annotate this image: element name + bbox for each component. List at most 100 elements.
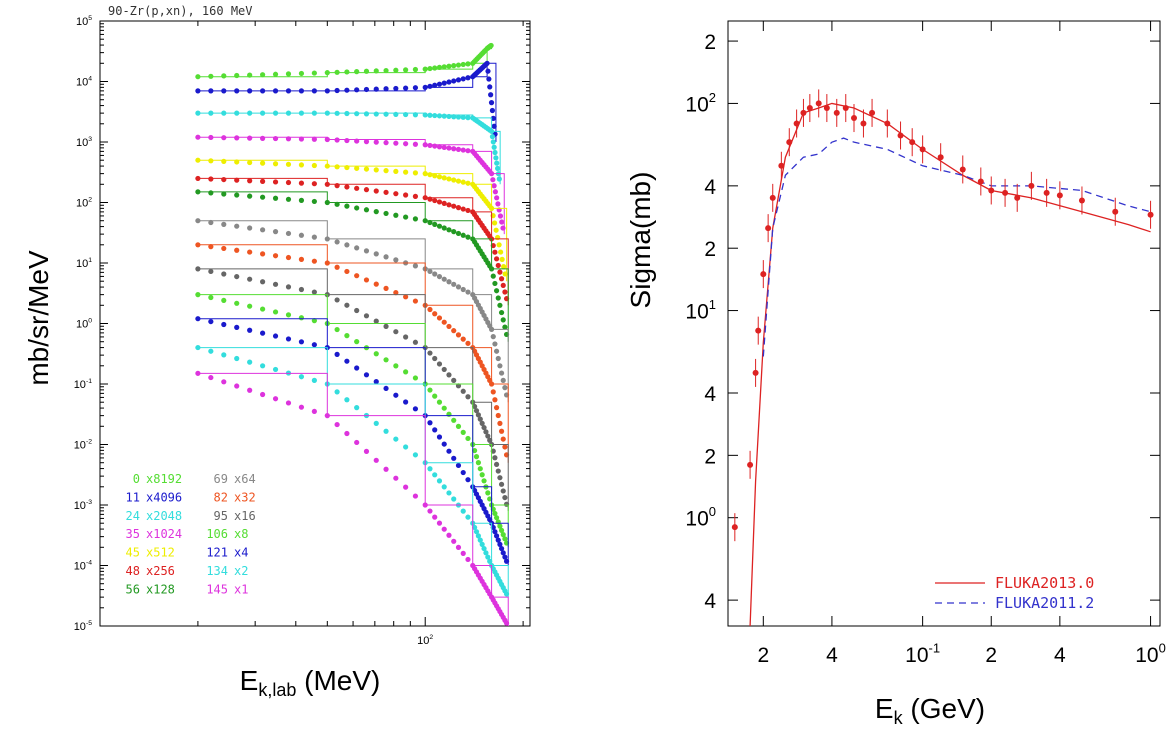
right-data-point [1056, 192, 1063, 199]
left-data-point [422, 218, 428, 224]
left-data-point [500, 436, 506, 442]
left-data-point [446, 63, 452, 69]
left-data-point [393, 191, 399, 197]
left-data-point [492, 280, 498, 287]
left-data-point [460, 179, 466, 185]
left-data-point [383, 285, 389, 291]
left-xlabel: Ek,lab (MeV) [240, 665, 381, 700]
right-xlabel-unit: (GeV) [903, 693, 985, 724]
left-data-point [208, 190, 214, 196]
left-data-point [502, 494, 508, 501]
left-xlabel-main: E [240, 665, 259, 696]
left-data-point [446, 227, 452, 233]
left-data-point [260, 110, 266, 116]
left-data-point [373, 167, 379, 173]
left-data-point [272, 333, 279, 339]
left-data-point [460, 206, 466, 212]
left-y-tick-label-exponent: 0 [88, 318, 92, 325]
left-data-point [485, 68, 491, 74]
left-data-point [488, 381, 495, 387]
legend-angle: 121 [206, 546, 228, 560]
left-data-point [344, 397, 350, 403]
right-data-point [1078, 197, 1085, 204]
right-y-tick-label: 2 [704, 238, 716, 261]
left-data-point [446, 372, 452, 378]
left-data-point [285, 336, 292, 342]
left-data-point [485, 433, 491, 439]
left-data-point [324, 88, 330, 94]
left-data-point [393, 168, 399, 174]
right-y-tick-label: 2 [704, 31, 716, 54]
left-data-point [354, 307, 360, 314]
legend-factor: x16 [234, 509, 256, 523]
left-data-point [502, 444, 508, 450]
left-data-point [354, 111, 360, 117]
left-data-point [334, 297, 340, 303]
right-data-point [842, 105, 849, 112]
left-data-point [412, 298, 419, 304]
left-data-point [491, 183, 497, 189]
left-data-point [334, 164, 340, 170]
left-data-point [393, 363, 399, 369]
left-data-point [234, 383, 240, 389]
left-data-point [427, 420, 433, 426]
left-data-point [495, 262, 501, 269]
left-panel: 90-Zr(p,xn), 160 MeV mb/sr/MeV Ek,lab (M… [23, 4, 531, 700]
left-data-point [498, 545, 505, 552]
left-data-point [451, 177, 457, 183]
left-data-point [298, 374, 305, 380]
left-data-point [455, 383, 462, 389]
left-data-point [446, 448, 452, 454]
left-data-point [460, 388, 466, 394]
left-data-point [403, 294, 409, 300]
left-histogram-9 [197, 268, 509, 511]
left-data-point [208, 134, 214, 141]
left-data-point [432, 355, 438, 362]
left-data-point [455, 77, 462, 83]
left-data-point [465, 477, 471, 483]
left-data-point [493, 348, 500, 354]
left-data-point [373, 68, 379, 74]
left-data-point [393, 140, 399, 146]
left-data-point [481, 424, 487, 431]
left-data-point [495, 201, 501, 207]
left-data-point [272, 161, 279, 167]
left-data-point [383, 323, 389, 329]
left-data-point [432, 393, 438, 399]
left-data-point [383, 210, 389, 217]
left-data-point [311, 258, 317, 264]
left-data-point [492, 510, 498, 517]
right-data-point [919, 146, 926, 153]
left-data-point [451, 229, 457, 235]
left-data-point [436, 361, 443, 367]
left-y-tick-label-exponent: -5 [86, 620, 92, 627]
right-x-tick-label-mantissa: 2 [985, 644, 997, 667]
left-data-point [427, 466, 433, 472]
left-data-point [451, 417, 457, 423]
left-data-point [272, 179, 279, 185]
left-data-point [247, 225, 253, 231]
left-data-point [477, 466, 483, 472]
left-data-point [221, 135, 227, 141]
legend-factor: x2048 [146, 509, 182, 523]
left-data-point [432, 311, 438, 317]
left-data-point [441, 484, 447, 490]
left-y-tick-label: 101 [76, 257, 92, 270]
left-data-point [436, 399, 443, 405]
left-data-point [490, 177, 496, 183]
legend-angle: 35 [126, 527, 140, 541]
left-data-point [373, 111, 379, 117]
left-data-point [311, 162, 317, 169]
left-data-point [488, 326, 495, 332]
left-data-point [481, 545, 487, 552]
left-y-tick-label-exponent: -1 [86, 378, 92, 385]
left-data-point [427, 306, 433, 313]
left-data-point [427, 219, 433, 226]
left-y-tick-label-mantissa: 10 [74, 379, 86, 391]
left-data-point [393, 212, 399, 218]
left-data-point [354, 138, 360, 144]
left-data-point [298, 70, 305, 77]
legend-angle: 48 [126, 564, 140, 578]
left-data-point [221, 379, 227, 385]
